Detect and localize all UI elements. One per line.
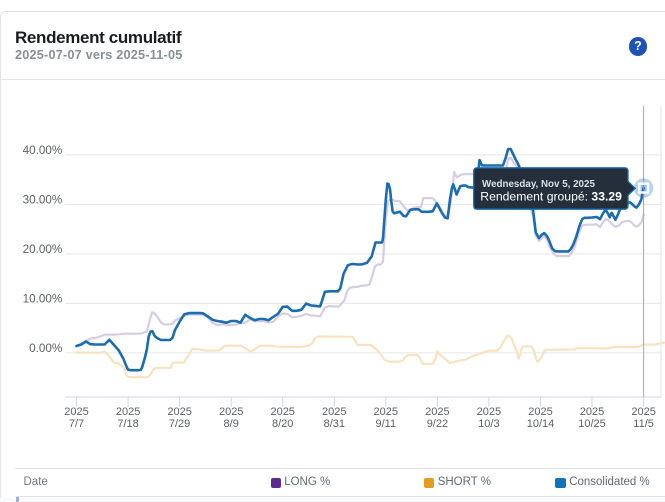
svg-text:10.00%: 10.00% [23,293,63,306]
svg-text:2025: 2025 [477,406,501,418]
svg-text:10/3: 10/3 [478,418,499,430]
svg-text:2025: 2025 [270,406,294,418]
svg-text:2025: 2025 [116,406,140,418]
svg-text:2025: 2025 [167,406,191,418]
svg-text:10/25: 10/25 [578,418,606,430]
svg-text:8/9: 8/9 [224,418,239,430]
svg-text:9/11: 9/11 [376,418,397,430]
svg-text:11/5: 11/5 [633,418,654,430]
svg-text:Rendement groupé: 33.29: Rendement groupé: 33.29 [480,190,622,204]
svg-text:2025: 2025 [322,406,346,418]
svg-text:2025: 2025 [425,406,449,418]
svg-text:2025: 2025 [631,406,655,418]
svg-text:30.00%: 30.00% [23,194,63,207]
svg-text:2025: 2025 [64,406,88,418]
svg-text:10/14: 10/14 [527,418,555,430]
svg-text:20.00%: 20.00% [23,243,63,256]
svg-text:9/22: 9/22 [427,418,448,430]
svg-text:2025: 2025 [374,406,398,418]
svg-text:2025: 2025 [528,406,552,418]
svg-text:2025: 2025 [580,406,604,418]
svg-text:8/31: 8/31 [324,418,345,430]
svg-text:7/7: 7/7 [69,418,84,430]
svg-text:40.00%: 40.00% [23,144,63,157]
svg-text:Wednesday, Nov 5, 2025: Wednesday, Nov 5, 2025 [482,179,595,190]
svg-text:8/20: 8/20 [272,418,293,430]
svg-text:7/18: 7/18 [117,418,138,430]
svg-text:2025: 2025 [219,406,243,418]
svg-text:7/29: 7/29 [169,418,190,430]
svg-text:0.00%: 0.00% [29,342,62,355]
